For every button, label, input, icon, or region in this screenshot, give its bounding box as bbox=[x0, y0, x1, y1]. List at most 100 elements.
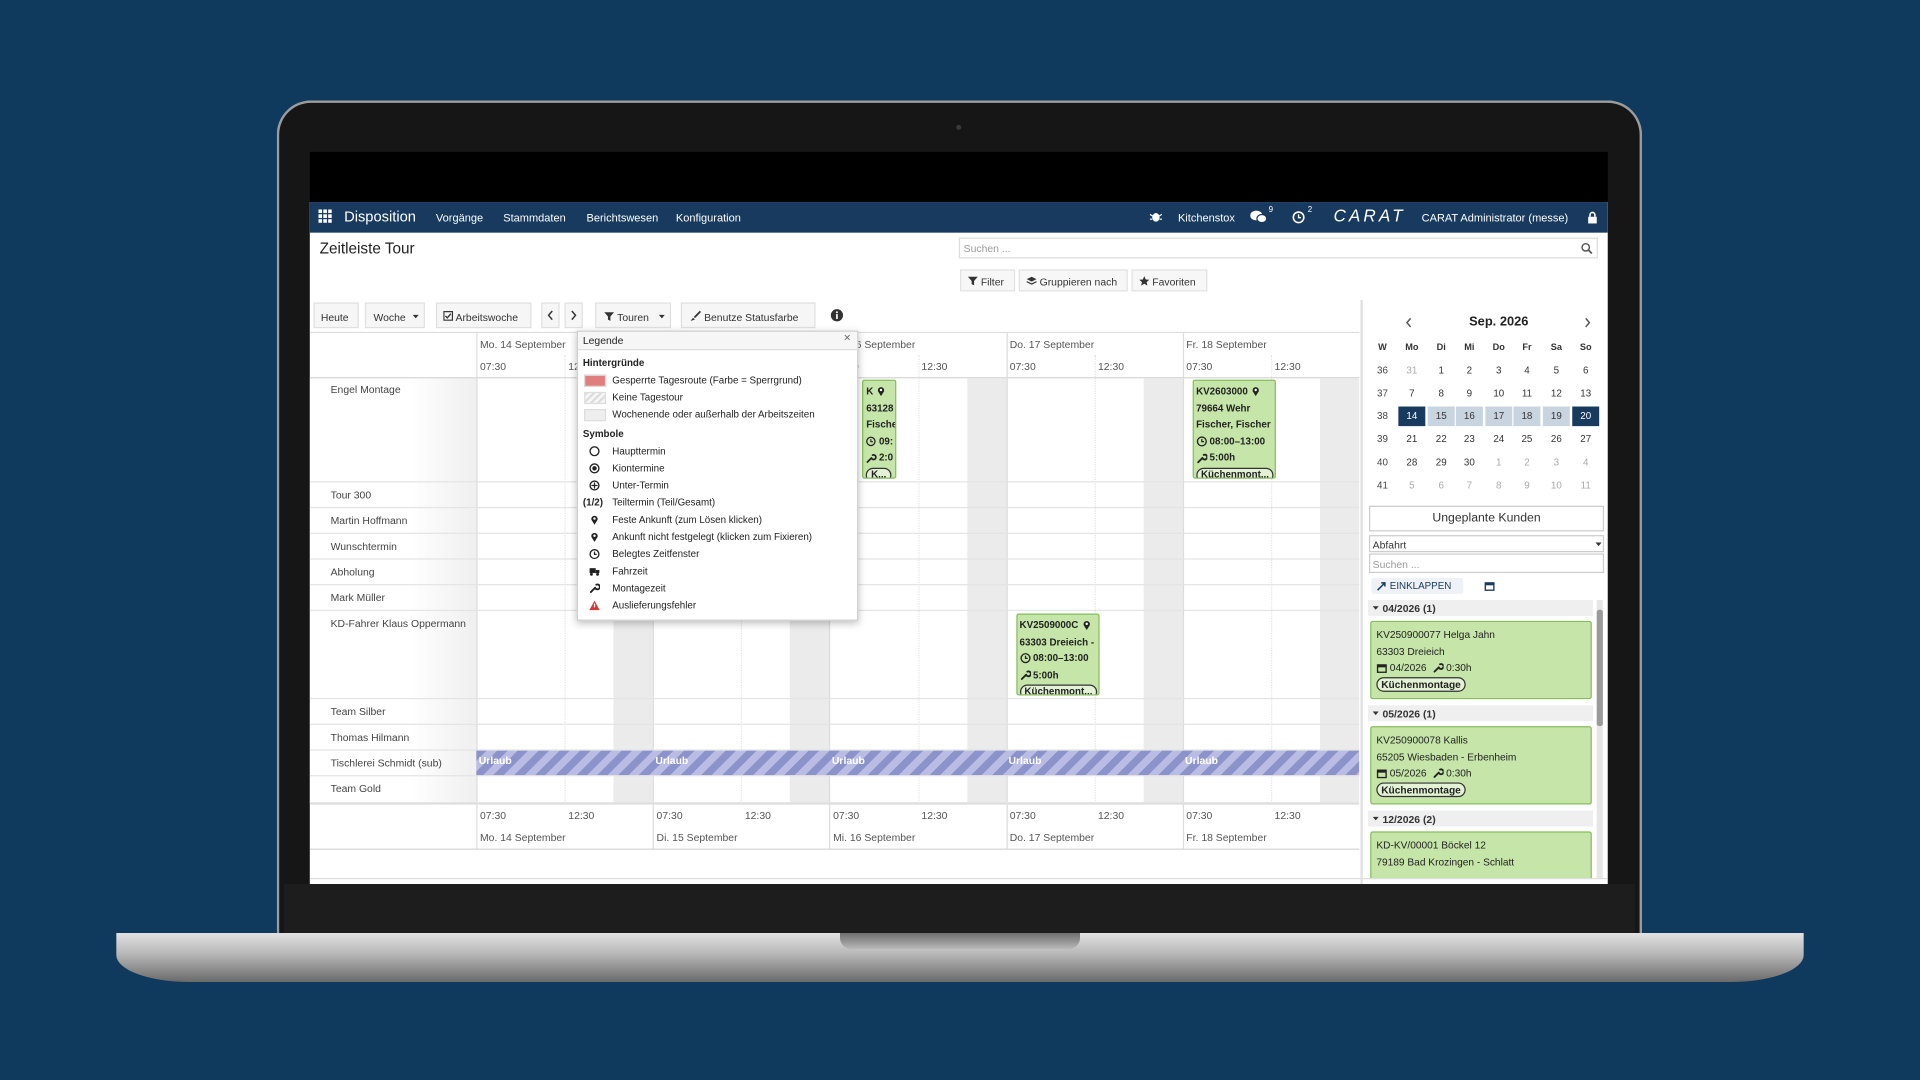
group-header[interactable]: 12/2026 (2) bbox=[1367, 810, 1594, 827]
calendar-day[interactable]: 13 bbox=[1580, 387, 1592, 399]
calendar-day[interactable]: 9 bbox=[1466, 387, 1473, 399]
calendar-day[interactable]: 3 bbox=[1496, 364, 1502, 376]
calendar-day[interactable]: 9 bbox=[1524, 479, 1530, 491]
legend-item: Keine Tagestour bbox=[612, 391, 683, 403]
calendar-prev bbox=[1405, 317, 1412, 328]
calendar-day[interactable]: 31 bbox=[1406, 364, 1418, 376]
calendar-day[interactable]: 11 bbox=[1521, 387, 1533, 399]
today-button[interactable]: Heute bbox=[313, 302, 359, 329]
prev-button[interactable] bbox=[541, 302, 560, 329]
calendar-day[interactable]: 27 bbox=[1580, 433, 1592, 445]
calendar-day[interactable]: 10 bbox=[1493, 387, 1505, 399]
calendar-day[interactable]: 29 bbox=[1435, 456, 1447, 468]
legend-item: Haupttermin bbox=[612, 445, 666, 457]
day-divider bbox=[1006, 333, 1008, 849]
fixed-arrival-icon-part bbox=[1085, 623, 1088, 626]
calendar-day[interactable]: 6 bbox=[1438, 479, 1444, 491]
legend-symbol bbox=[589, 583, 600, 593]
legend-item: Fahrzeit bbox=[612, 565, 648, 577]
legend-close[interactable]: × bbox=[843, 331, 851, 346]
absence-label: Urlaub bbox=[655, 754, 689, 767]
calendar-day[interactable]: 20 bbox=[1572, 407, 1600, 427]
appointment[interactable]: K 63128 Fische 09: 2:0 K... bbox=[862, 379, 897, 479]
calendar-day[interactable]: 25 bbox=[1521, 433, 1533, 445]
camera bbox=[956, 124, 962, 130]
customer-card[interactable]: KV250900077 Helga Jahn 63303 Dreieich 04/2… bbox=[1370, 620, 1592, 700]
unplanned-search[interactable]: Suchen ... bbox=[1368, 553, 1605, 574]
calendar-day[interactable]: 23 bbox=[1463, 433, 1475, 445]
calendar-day[interactable]: 28 bbox=[1406, 456, 1418, 468]
messages-badge[interactable]: 9 bbox=[1268, 205, 1274, 215]
customer-date: 05/2026 bbox=[1389, 766, 1427, 780]
calendar-day[interactable]: 5 bbox=[1553, 364, 1560, 376]
menu-item[interactable]: Konfiguration bbox=[675, 211, 741, 224]
calendar-day[interactable]: 7 bbox=[1466, 479, 1473, 491]
calendar-day[interactable]: 1 bbox=[1496, 456, 1502, 468]
calendar-day[interactable]: 8 bbox=[1496, 479, 1502, 491]
calendar-day[interactable]: 24 bbox=[1493, 433, 1505, 445]
search-box[interactable]: Suchen ... bbox=[958, 237, 1598, 259]
menu-item[interactable]: Vorgänge bbox=[435, 211, 484, 224]
legend-symbol bbox=[591, 515, 598, 525]
calendar-day[interactable]: 16 bbox=[1455, 407, 1483, 427]
caret-part bbox=[412, 314, 419, 318]
appointment[interactable]: KV2603000 79664 Wehr Fischer, Fischer 08:00… bbox=[1192, 379, 1276, 479]
menu-item[interactable]: Berichtswesen bbox=[586, 211, 659, 224]
row-divider bbox=[309, 775, 1360, 777]
collapse-button[interactable]: EINKLAPPEN bbox=[1371, 577, 1464, 594]
unplanned-button[interactable]: Ungeplante Kunden bbox=[1368, 505, 1605, 532]
calendar-day[interactable]: 4 bbox=[1524, 364, 1530, 376]
menu-item[interactable]: Stammdaten bbox=[503, 211, 566, 224]
calendar-day[interactable]: 4 bbox=[1582, 456, 1589, 468]
calendar-day[interactable]: 6 bbox=[1582, 364, 1589, 376]
user-menu[interactable]: CARAT Administrator (messe) bbox=[1421, 211, 1569, 224]
checkbox-part bbox=[443, 311, 454, 321]
calendar-day[interactable]: 14 bbox=[1398, 407, 1426, 427]
filter-button[interactable]: Filter bbox=[960, 269, 1016, 292]
filter-button[interactable]: Gruppieren nach bbox=[1018, 269, 1128, 292]
calendar-day[interactable]: 12 bbox=[1550, 387, 1562, 399]
customer-line: 63303 Dreieich bbox=[1376, 644, 1445, 658]
activities-badge[interactable]: 2 bbox=[1307, 205, 1313, 215]
calendar-day[interactable]: 8 bbox=[1438, 387, 1444, 399]
calendar-day[interactable]: 7 bbox=[1409, 387, 1415, 399]
calendar-day[interactable]: 19 bbox=[1542, 407, 1570, 427]
calendar-day[interactable]: 3 bbox=[1553, 456, 1560, 468]
legend-item: Gesperrte Tagesroute (Farbe = Sperrgrund… bbox=[612, 374, 802, 386]
company-switch[interactable]: Kitchenstox bbox=[1177, 211, 1235, 224]
legend-section-title: Symbole bbox=[582, 428, 624, 440]
caret bbox=[1372, 711, 1379, 716]
status-color-toggle[interactable]: Benutze Statusfarbe bbox=[680, 302, 816, 329]
side-panel-divider bbox=[1360, 300, 1363, 885]
calendar-day[interactable]: 22 bbox=[1435, 433, 1447, 445]
customer-card[interactable]: KV250900078 Kallis 65205 Wiesbaden - Erbe… bbox=[1370, 726, 1592, 805]
brand[interactable]: Disposition bbox=[344, 208, 416, 226]
customer-card[interactable]: KD-KV/00001 Böckel 12 79189 Bad Krozingen… bbox=[1370, 831, 1592, 880]
debug-icon-part bbox=[1149, 213, 1163, 220]
calendar-day[interactable]: 18 bbox=[1513, 407, 1541, 427]
calendar-day[interactable]: 30 bbox=[1463, 456, 1475, 468]
filter-button[interactable]: Favoriten bbox=[1131, 269, 1208, 292]
range-dropdown[interactable]: Woche bbox=[364, 302, 425, 329]
calendar-day[interactable]: 10 bbox=[1550, 479, 1562, 491]
tours-dropdown[interactable]: Touren bbox=[595, 302, 672, 329]
sort-select[interactable]: Abfahrt bbox=[1368, 535, 1605, 553]
calendar-icon bbox=[1376, 664, 1387, 674]
calendar-day[interactable]: 1 bbox=[1438, 364, 1444, 376]
group-header[interactable]: 05/2026 (1) bbox=[1367, 705, 1594, 722]
calendar-day[interactable]: 5 bbox=[1409, 479, 1415, 491]
workweek-toggle[interactable]: Arbeitswoche bbox=[435, 302, 532, 329]
wrench-icon bbox=[1196, 453, 1208, 463]
calendar-day[interactable]: 2 bbox=[1466, 364, 1473, 376]
row-divider bbox=[309, 723, 1360, 725]
calendar-day[interactable]: 17 bbox=[1485, 407, 1513, 427]
calendar-day[interactable]: 2 bbox=[1524, 456, 1530, 468]
appointment[interactable]: KV2509000C 63303 Dreieich - 08:00–13:00 5:0… bbox=[1015, 613, 1100, 696]
day-label: Fr. 18 September bbox=[1186, 337, 1267, 351]
calendar-day[interactable]: 11 bbox=[1580, 479, 1591, 491]
calendar-day[interactable]: 26 bbox=[1550, 433, 1562, 445]
next-button[interactable] bbox=[564, 302, 583, 329]
calendar-day[interactable]: 21 bbox=[1406, 433, 1418, 445]
group-header[interactable]: 04/2026 (1) bbox=[1367, 600, 1594, 616]
calendar-day[interactable]: 15 bbox=[1427, 407, 1455, 427]
